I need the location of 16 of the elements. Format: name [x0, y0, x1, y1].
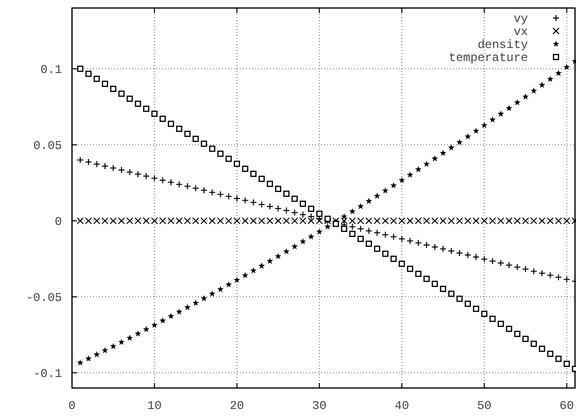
x-tick-label: 0 [68, 399, 76, 413]
y-tick-label: 0.05 [33, 138, 62, 153]
x-tick-label: 60 [560, 399, 574, 413]
x-tick-label: 20 [230, 399, 244, 413]
x-tick-label: 30 [312, 399, 327, 413]
x-tick-label: 10 [147, 399, 162, 413]
x-tick-label: 50 [477, 399, 492, 413]
y-tick-label: 0.1 [40, 62, 62, 77]
legend-label: density [478, 38, 528, 52]
y-tick-label: -0.05 [26, 290, 62, 305]
x-tick-label: 40 [394, 399, 410, 413]
y-tick-label: -0.1 [33, 366, 62, 381]
y-tick-label: 0 [54, 214, 62, 229]
legend-label: vy [514, 12, 528, 26]
legend-label: temperature [448, 51, 528, 65]
legend-label: vx [514, 25, 528, 39]
